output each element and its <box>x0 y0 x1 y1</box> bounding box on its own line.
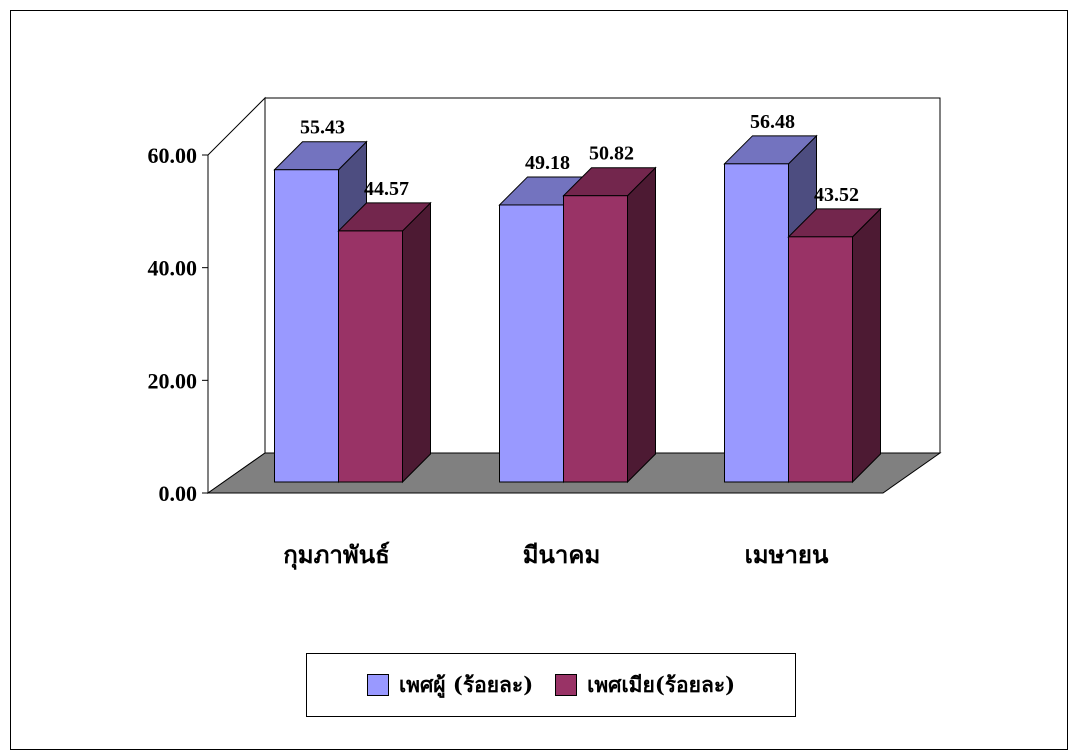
legend-label-male: เพศผู้ (ร้อยละ) <box>398 671 534 697</box>
legend-swatch-female <box>555 674 578 696</box>
data-label: 43.52 <box>814 184 859 206</box>
side-wall <box>207 96 266 494</box>
axes <box>207 155 883 494</box>
legend-item-female: เพศเมีย(ร้อยละ) <box>555 669 735 702</box>
bars <box>273 134 882 484</box>
data-label: 50.82 <box>589 143 634 165</box>
legend: เพศผู้ (ร้อยละ) เพศเมีย(ร้อยละ) <box>306 653 796 717</box>
bar-side <box>852 207 881 484</box>
y-tick-label: 20.00 <box>148 368 198 393</box>
data-label: 44.57 <box>364 178 409 200</box>
legend-item-male: เพศผู้ (ร้อยละ) <box>366 669 534 702</box>
x-categories: กุมภาพันธ์ มีนาคม เมษายน <box>283 540 829 571</box>
y-ticks: 0.00 20.00 40.00 60.00 <box>148 143 208 506</box>
y-tick-label: 40.00 <box>148 256 198 281</box>
bar-side <box>402 201 431 484</box>
legend-label-female: เพศเมีย(ร้อยละ) <box>587 671 736 697</box>
bar-side <box>627 166 656 484</box>
x-category-label: เมษายน <box>745 540 829 569</box>
bar <box>724 163 789 483</box>
data-labels: 55.43 44.57 49.18 50.82 56.48 43.52 <box>300 111 859 206</box>
legend-swatch-male <box>366 674 389 696</box>
bar <box>788 236 853 483</box>
data-label: 55.43 <box>300 117 345 139</box>
data-label: 56.48 <box>750 111 795 133</box>
x-category-label: กุมภาพันธ์ <box>283 540 390 571</box>
y-tick-label: 60.00 <box>148 143 198 168</box>
bar <box>499 204 564 483</box>
x-category-label: มีนาคม <box>523 540 601 569</box>
y-tick-label: 0.00 <box>159 481 198 506</box>
data-label: 49.18 <box>525 152 570 174</box>
bar <box>563 195 628 483</box>
bar <box>338 230 403 483</box>
bar <box>274 169 339 483</box>
